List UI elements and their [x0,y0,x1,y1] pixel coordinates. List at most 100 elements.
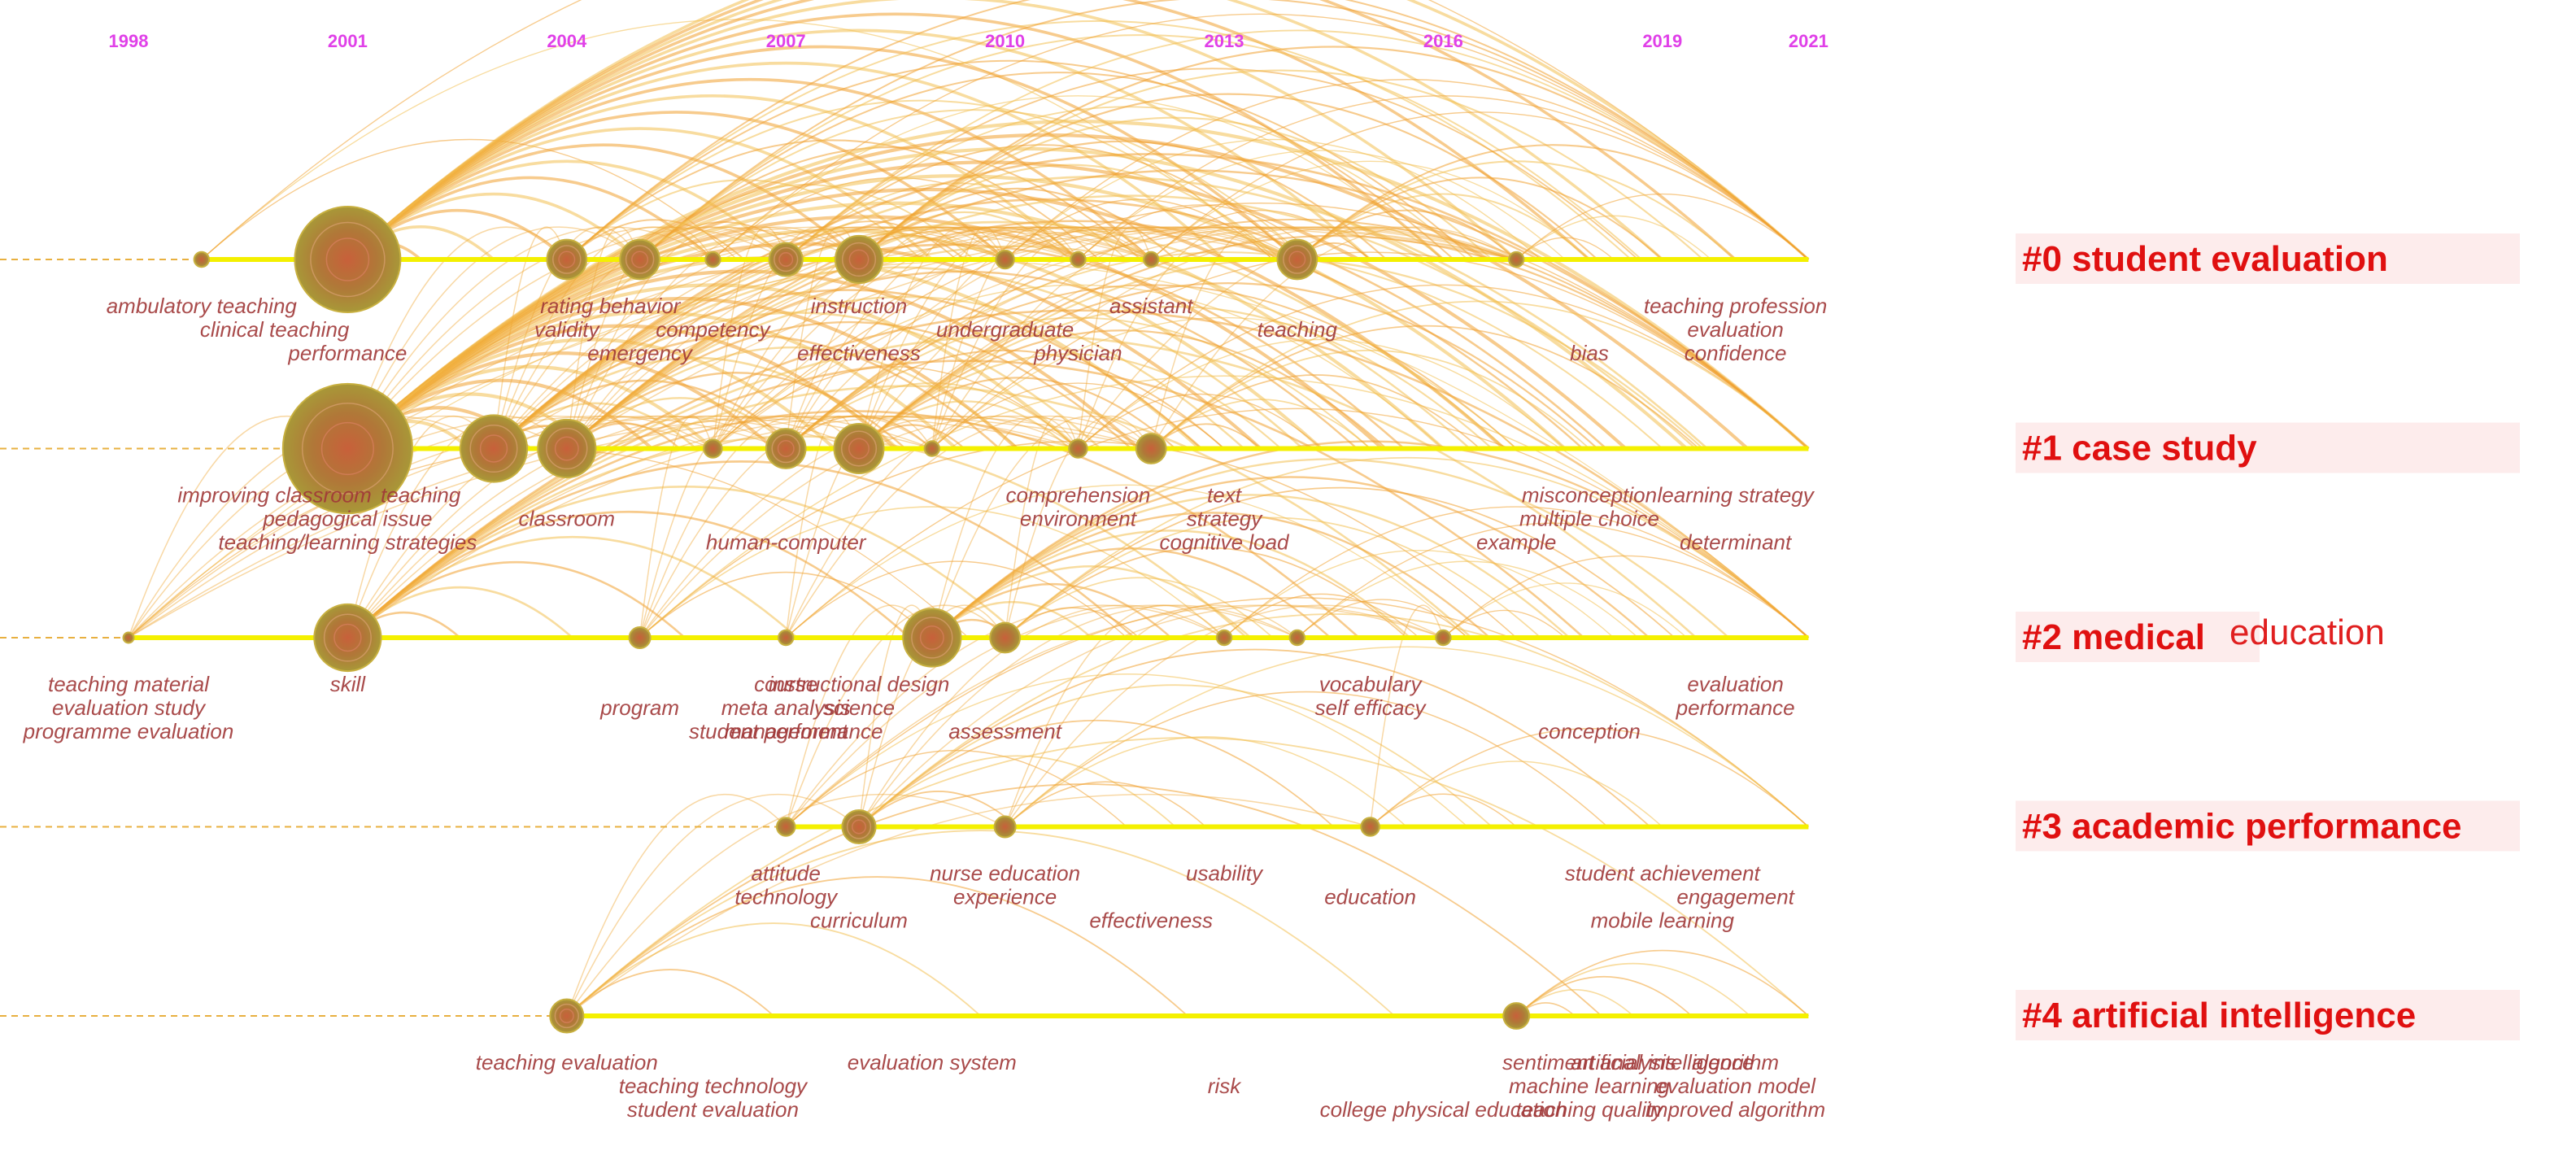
citation-arc [785,226,1517,450]
node-ring [777,440,795,457]
citation-arc [785,349,1225,450]
node-ring [848,438,870,460]
citation-arc [785,316,1371,450]
citation-arc [1005,691,1608,828]
node-ring [310,221,386,298]
cluster-label-bg [2016,990,2520,1040]
keyword-label: improving classroom [177,483,371,508]
citation-arc [1515,193,1809,260]
citation-arc [858,604,1444,828]
keyword-label: validity [534,317,600,342]
citation-arc [712,13,1809,260]
citation-arc [347,415,713,639]
keyword-label: strategy [1187,507,1263,531]
citation-arc [1150,423,1262,450]
citation-arc [1297,522,1809,639]
citation-arc [931,530,1411,639]
keyword-label: education [1324,885,1416,909]
citation-arc [347,536,798,639]
citation-arc [858,226,1517,450]
keyword-label: effectiveness [797,341,921,365]
citation-arc [347,0,1810,261]
keyword-label: physician [1033,341,1122,365]
keyword-label: behavior [599,294,682,318]
citation-arc [1077,393,1323,450]
citation-arc [1370,728,1809,828]
citation-arc [1442,582,1688,639]
node-ring [848,249,870,270]
keyword-label: assistant [1109,294,1194,318]
citation-arc [858,613,1809,828]
citation-arc [1005,516,1541,639]
citation-arc [347,385,1472,639]
keyword-label: algorithm [1692,1050,1779,1074]
citation-arc [566,969,774,1017]
citation-arc [347,416,568,639]
citation-arc [1150,325,1700,450]
keyword-label: undergraduate [936,317,1074,342]
citation-arc [566,20,1632,260]
citation-arc [1005,736,1408,828]
citation-arc [566,783,1602,1017]
cluster-label: #2 medical [2022,617,2205,657]
keyword-label: technology [734,885,839,909]
cluster-label-bg [2016,800,2520,852]
citation-arc [347,410,1360,639]
citation-arc [566,194,1697,450]
citation-arc [201,0,1809,260]
keyword-label: performance [1676,695,1795,720]
node-ring [841,242,877,277]
citation-arc [785,604,1444,828]
citation-arc [1150,399,1371,450]
citation-arc [347,486,1023,639]
citation-arc [566,794,787,1017]
keyword-label: example [1476,530,1556,555]
citation-arc [493,226,1517,450]
citation-arc [858,684,1493,828]
cluster-label-bg [2016,422,2520,473]
year-label: 2019 [1642,31,1682,51]
citation-arc [858,211,1071,260]
citation-arc [785,226,860,449]
keyword-label: instruction [811,294,908,318]
citation-arc [785,484,1468,639]
citation-arc [493,226,1298,450]
node-ring [469,424,518,473]
keyword-label: competency [656,317,771,342]
citation-arc [566,793,1371,1017]
node-ring [1283,245,1312,274]
citation-arc [347,460,1135,639]
citation-arc [931,226,1079,449]
citation-arc [128,415,713,639]
citation-arc [347,415,1152,639]
keyword-label: evaluation system [848,1050,1017,1074]
citation-arc [639,34,1642,260]
keyword-label: teaching material [48,672,210,696]
keyword-label: management [724,719,849,743]
node-ring [774,246,799,272]
citation-arc [347,226,1079,450]
citation-arc [566,226,1079,449]
citation-arc [1077,338,1566,450]
node-ring [919,625,944,650]
citation-arc [1515,963,1751,1017]
keyword-node [778,629,795,647]
keyword-label: evaluation [1687,317,1784,342]
node-ring [771,434,800,464]
keyword-label: teaching [1257,317,1338,342]
keyword-node [1508,251,1525,268]
keyword-node [1215,629,1233,647]
citation-arc [1150,374,1480,450]
citation-arc [785,597,1809,828]
node-ring [911,617,953,659]
citation-arc [1150,210,1371,260]
citation-arc [1223,506,1809,639]
citation-arc [1077,226,1152,449]
node-ring [625,245,655,274]
citation-arc [1005,646,1809,828]
citation-arc [785,415,933,450]
citation-arc [712,203,1809,450]
keyword-label: improved algorithm [1645,1097,1825,1122]
citation-arc [785,226,1006,449]
